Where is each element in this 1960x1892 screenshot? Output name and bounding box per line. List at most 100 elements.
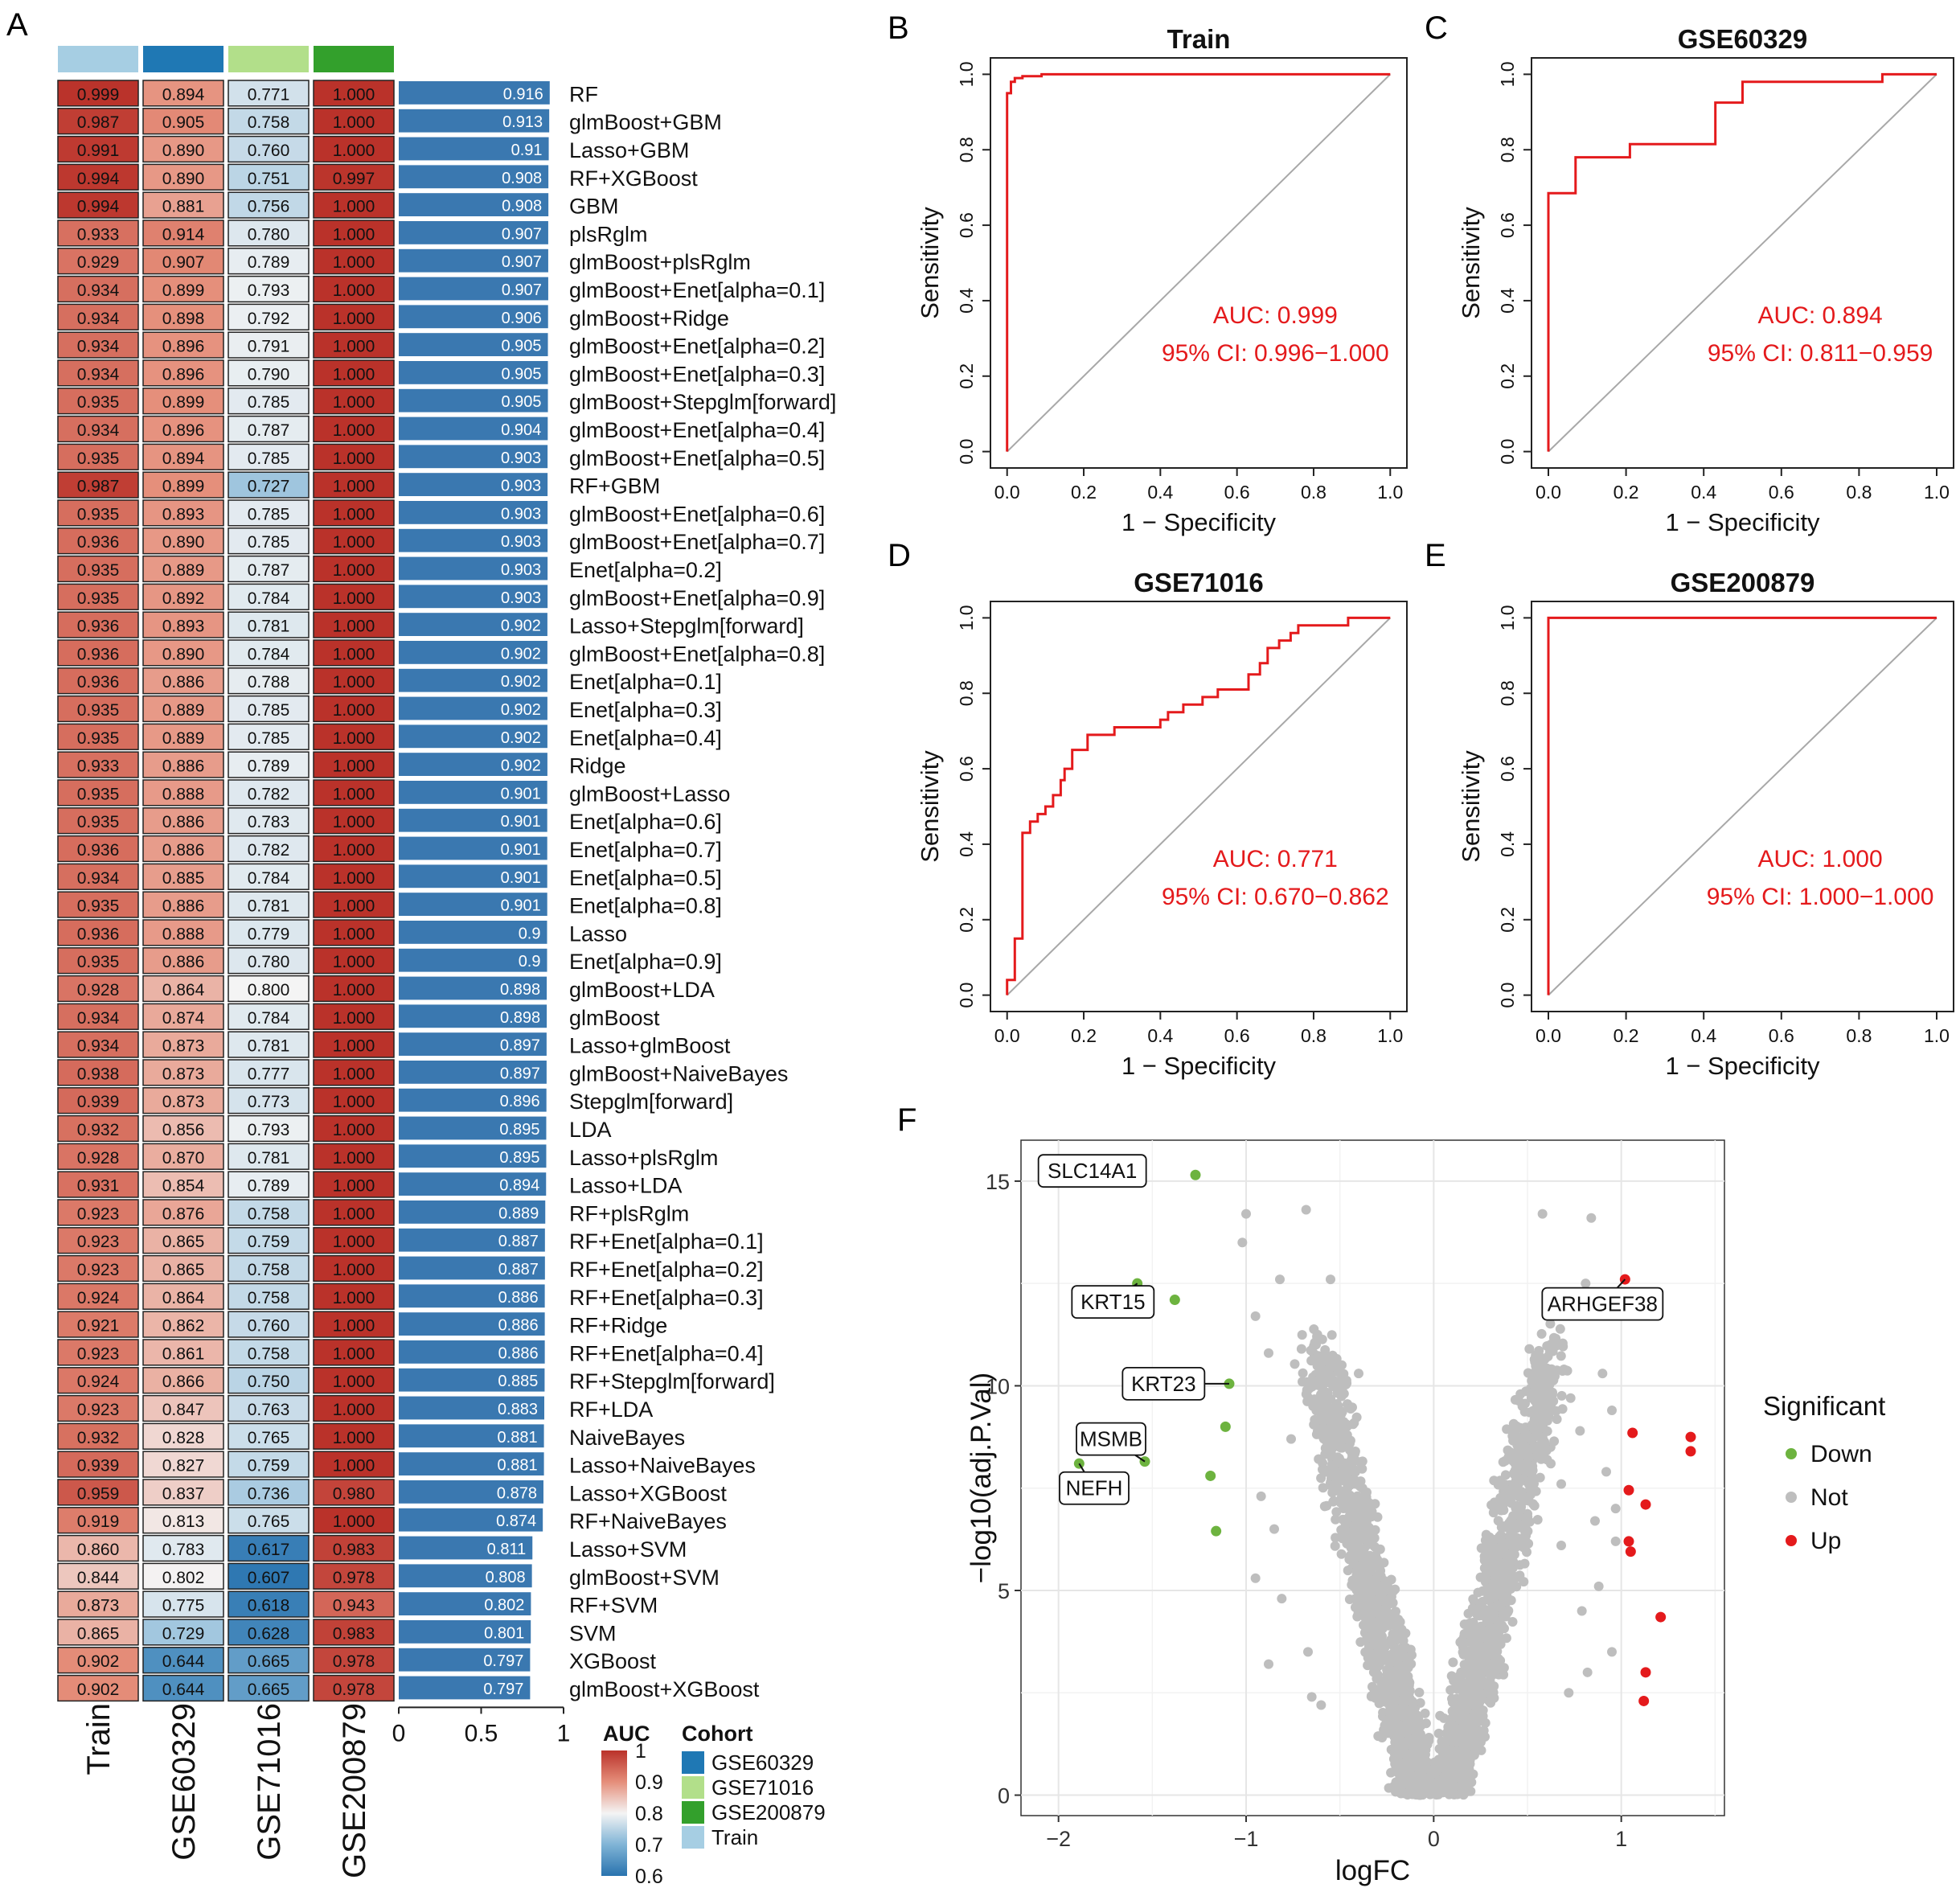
mean-auc-bar [399, 976, 547, 1000]
heatmap-cell-value: 0.873 [162, 1093, 205, 1111]
heatmap-cell-value: 1.000 [333, 1037, 375, 1056]
heatmap-row-enet-alpha-0-1: 0.936 0.886 0.788 1.000 0.902 Enet[alpha=0.1] [57, 667, 722, 695]
not-point [1348, 1581, 1359, 1591]
not-point [1316, 1700, 1326, 1710]
auc-legend-tick: 0.7 [635, 1834, 663, 1857]
legend-swatch-not [1786, 1492, 1797, 1503]
mean-auc-bar [399, 921, 547, 944]
heatmap-cell-value: 0.854 [162, 1177, 205, 1196]
heatmap-cell-value: 0.935 [77, 953, 120, 971]
mean-auc-bar [399, 641, 547, 664]
not-point [1355, 1457, 1365, 1467]
not-point [1352, 1611, 1363, 1622]
not-point [1610, 1536, 1621, 1546]
not-point [1346, 1455, 1356, 1466]
heatmap-cell [142, 723, 224, 750]
cohort-bar-gse60329 [143, 46, 223, 72]
not-point [1508, 1435, 1519, 1446]
heatmap-cell-value: 1.000 [333, 757, 375, 776]
not-point [1564, 1688, 1574, 1698]
x-tick-label: 1.0 [1377, 482, 1403, 503]
ci-annotation: 95% CI: 0.996−1.000 [1162, 340, 1389, 367]
heatmap-cell-value: 0.847 [162, 1401, 205, 1419]
heatmap-cell-value: 0.874 [162, 1009, 205, 1028]
not-point [1389, 1731, 1400, 1742]
y-tick-label: 0.8 [1497, 137, 1518, 162]
heatmap-cell [228, 1059, 310, 1086]
heatmap-cell [142, 1143, 224, 1170]
heatmap-cell-value: 0.932 [77, 1429, 120, 1447]
heatmap-cell-value: 1.000 [333, 505, 375, 523]
auc-legend-tick: 1 [635, 1740, 646, 1763]
mean-auc-bar [399, 1340, 545, 1364]
heatmap-cell-value: 0.790 [248, 365, 290, 384]
auc-legend-colorbar [601, 1750, 627, 1876]
heatmap-cell [228, 1143, 310, 1170]
heatmap-row-rf-stepglm-forward: 0.924 0.866 0.750 1.000 0.885 RF+Stepglm[forw… [57, 1367, 775, 1394]
heatmap-cell-value: 0.983 [333, 1624, 375, 1643]
heatmap-row-svm: 0.865 0.729 0.628 0.983 0.801 SVM [57, 1619, 617, 1646]
heatmap-cell [313, 751, 395, 778]
mean-auc-bar [399, 1200, 546, 1224]
heatmap-row-glmboost-enet-alpha-0-7: 0.936 0.890 0.785 1.000 0.903 glmBoost+Enet[a… [57, 527, 825, 555]
mean-auc-bar [399, 445, 548, 469]
x-tick-label: 0.0 [994, 482, 1020, 503]
heatmap-cell [57, 191, 139, 219]
not-point [1500, 1470, 1511, 1480]
heatmap-cell-value: 1.000 [333, 841, 375, 860]
heatmap-cell-value: 0.784 [248, 645, 290, 663]
y-tick-label: 0 [998, 1784, 1010, 1808]
heatmap-cell-value: 0.827 [162, 1457, 205, 1475]
heatmap-cell [228, 1227, 310, 1254]
heatmap-row-glmboost-enet-alpha-0-6: 0.935 0.893 0.785 1.000 0.903 glmBoost+Enet[a… [57, 499, 825, 527]
heatmap-cell-value: 0.793 [248, 1121, 290, 1139]
up-point [1623, 1484, 1634, 1496]
not-point [1367, 1616, 1378, 1627]
not-point [1412, 1771, 1422, 1782]
heatmap-row-glmboost-svm: 0.844 0.802 0.607 0.978 0.808 glmBoost+SVM [57, 1562, 720, 1590]
heatmap-cell-value: 0.759 [248, 1233, 290, 1251]
mean-auc-value: 0.802 [484, 1597, 524, 1615]
y-tick-label: 0.2 [956, 363, 977, 389]
heatmap-cell-value: 0.889 [162, 561, 205, 580]
heatmap-cell-value: 0.791 [248, 338, 290, 356]
not-point [1582, 1667, 1593, 1677]
mean-auc-bar [399, 948, 547, 972]
not-point [1372, 1574, 1382, 1584]
heatmap-row-enet-alpha-0-3: 0.935 0.889 0.785 1.000 0.902 Enet[alpha=0.3] [57, 695, 722, 723]
mean-auc-bar [399, 333, 548, 356]
heatmap-cell-value: 0.921 [77, 1317, 120, 1336]
heatmap-cell [57, 415, 139, 443]
heatmap-cell [228, 695, 310, 723]
heatmap-cell-value: 0.929 [77, 253, 120, 272]
mean-auc-bar [399, 361, 548, 384]
not-point [1318, 1483, 1328, 1493]
not-point [1344, 1594, 1355, 1604]
heatmap-cell-value: 0.934 [77, 281, 120, 300]
mean-auc-value: 0.903 [501, 478, 541, 495]
heatmap-cell-value: 0.999 [77, 85, 120, 104]
heatmap-cell-value: 0.780 [248, 953, 290, 971]
not-point [1406, 1659, 1417, 1669]
heatmap-cell-value: 0.865 [162, 1261, 205, 1279]
heatmap-cell [313, 1254, 395, 1283]
x-tick-label: 0.6 [1769, 482, 1794, 503]
heatmap-cell [313, 863, 395, 890]
model-name: RF+Enet[alpha=0.2] [569, 1258, 764, 1282]
y-tick-label: 0.0 [1497, 439, 1518, 465]
cohort-legend-title: Cohort [682, 1722, 752, 1746]
mean-auc-bar [399, 1564, 532, 1588]
heatmap-cell-value: 0.896 [162, 421, 205, 440]
heatmap-cell-value: 0.907 [162, 253, 205, 272]
heatmap-cell [57, 1003, 139, 1030]
heatmap-cell [228, 163, 310, 191]
heatmap-cell-value: 0.782 [248, 841, 290, 860]
heatmap-cell [313, 583, 395, 610]
not-point [1385, 1599, 1395, 1609]
not-point [1429, 1778, 1439, 1788]
heatmap-cell [313, 555, 395, 583]
heatmap-cell [228, 1114, 310, 1143]
not-point [1483, 1638, 1494, 1648]
not-point [1336, 1409, 1347, 1419]
y-tick-label: 0.2 [1497, 907, 1518, 933]
